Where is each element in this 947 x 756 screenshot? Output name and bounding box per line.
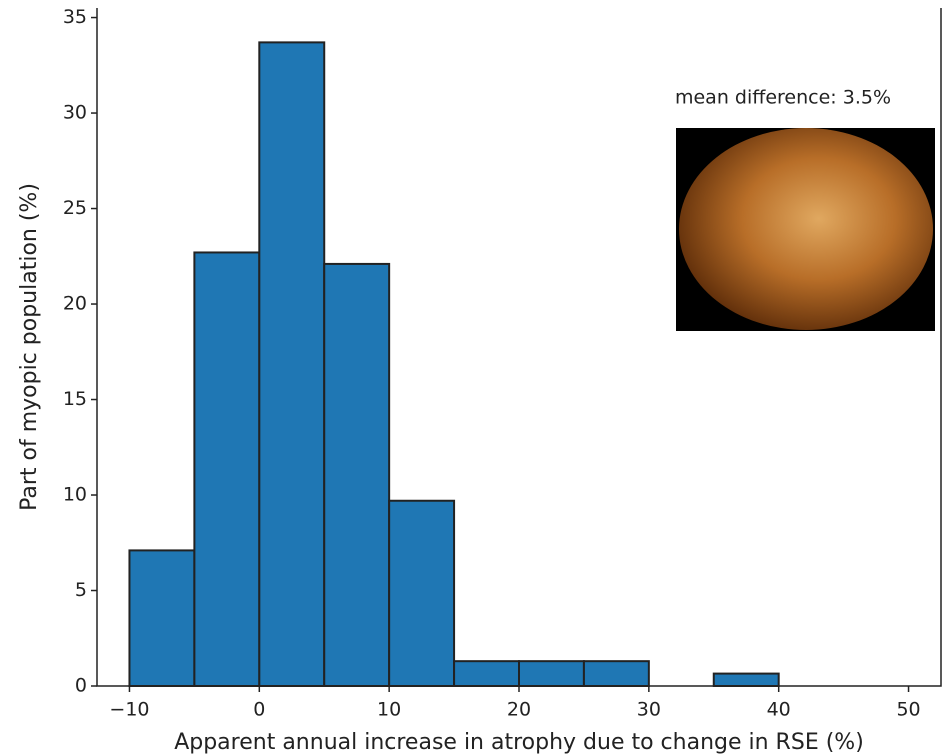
y-tick-label: 10	[63, 484, 87, 506]
bar	[453, 660, 521, 687]
y-tick-label: 25	[63, 197, 87, 219]
y-tick-label: 30	[63, 102, 87, 124]
x-tick-label: 10	[377, 699, 401, 721]
bar	[388, 499, 456, 687]
x-axis-label: Apparent annual increase in atrophy due …	[174, 730, 864, 755]
x-tick-label: 50	[896, 699, 920, 721]
x-tick-label: 40	[767, 699, 791, 721]
bar	[712, 672, 780, 688]
y-tick-label: 20	[63, 293, 87, 315]
y-axis-label: Part of myopic population (%)	[17, 183, 42, 511]
annotation: mean difference: 3.5%	[675, 87, 891, 109]
bar	[518, 660, 585, 687]
y-tick-label: 5	[75, 579, 87, 601]
fundus-image	[676, 128, 935, 331]
bar	[582, 660, 650, 687]
x-tick-label: 0	[253, 699, 265, 721]
bar	[258, 41, 326, 688]
y-tick-label: 15	[63, 388, 87, 410]
bar	[193, 251, 261, 687]
y-tick-label: 0	[75, 675, 87, 697]
bar	[323, 262, 391, 687]
x-tick-label: 30	[637, 699, 661, 721]
x-tick-label: −10	[109, 699, 149, 721]
bar	[128, 549, 196, 688]
y-tick-label: 35	[63, 6, 87, 28]
x-tick-label: 20	[507, 699, 531, 721]
